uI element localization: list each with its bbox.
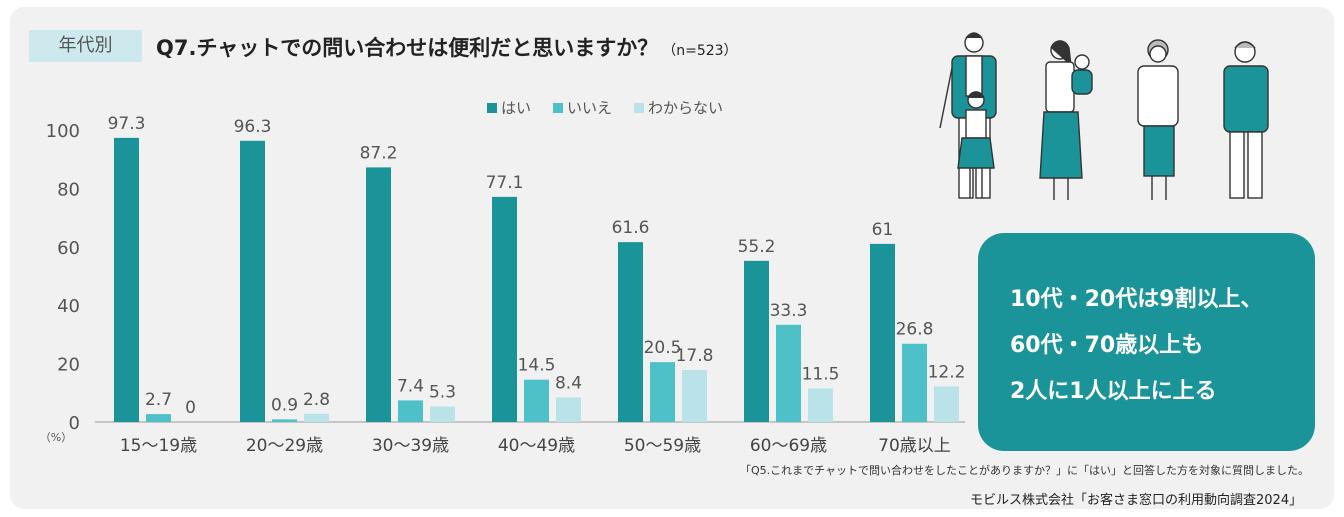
- y-tick-label: 40: [57, 296, 80, 317]
- data-label: 7.4: [397, 376, 424, 396]
- bar-unknown: [556, 397, 581, 422]
- data-label: 97.3: [108, 114, 146, 134]
- bar-no: [902, 344, 927, 422]
- bar-no: [776, 325, 801, 422]
- y-tick-label: 80: [57, 179, 80, 200]
- bar-unknown: [934, 386, 959, 422]
- bar-unknown: [682, 370, 707, 422]
- data-label: 2.8: [303, 390, 330, 410]
- legend-label: わからない: [648, 99, 723, 117]
- grandmother-figure: [1138, 40, 1178, 200]
- legend-swatch: [634, 103, 644, 113]
- x-tick-label: 40～49歳: [498, 436, 575, 456]
- data-label: 0.9: [271, 395, 298, 415]
- data-label: 96.3: [234, 117, 272, 137]
- bar-no: [524, 380, 549, 422]
- legend-label: いいえ: [567, 99, 612, 117]
- data-label: 8.4: [555, 373, 582, 393]
- source-credit: モビルス株式会社「お客さま窓口の利用動向調査2024」: [970, 489, 1302, 508]
- bar-yes: [240, 141, 265, 422]
- data-label: 14.5: [518, 356, 556, 376]
- legend-label: はい: [501, 99, 531, 117]
- footnote: 「Q5.これまでチャットで問い合わせをしたことがありますか？」に「はい」と回答し…: [740, 462, 1309, 478]
- x-tick-label: 15～19歳: [120, 436, 197, 456]
- bar-unknown: [430, 407, 455, 422]
- bar-no: [650, 362, 675, 422]
- x-tick-label: 70歳以上: [878, 436, 951, 456]
- x-tick-label: 60～69歳: [750, 436, 827, 456]
- data-label: 61: [872, 220, 894, 240]
- legend-swatch: [487, 103, 497, 113]
- people-illustration: [932, 28, 1282, 213]
- callout-line-3: 2人に1人以上に上る: [1010, 373, 1217, 405]
- data-label: 12.2: [928, 362, 966, 382]
- bar-no: [398, 400, 423, 422]
- bar-no: [146, 414, 171, 422]
- data-label: 87.2: [360, 143, 398, 163]
- bar-unknown: [808, 388, 833, 422]
- bar-yes: [870, 244, 895, 422]
- legend-swatch: [553, 103, 563, 113]
- bar-yes: [366, 167, 391, 422]
- mother-figure: [1040, 41, 1092, 200]
- data-label: 61.6: [612, 218, 650, 238]
- bar-yes: [744, 261, 769, 422]
- data-label: 77.1: [486, 173, 524, 193]
- x-tick-label: 20～29歳: [246, 436, 323, 456]
- bar-yes: [492, 197, 517, 422]
- y-unit-label: （%）: [40, 431, 72, 444]
- bar-yes: [618, 242, 643, 422]
- y-tick-label: 100: [46, 121, 80, 142]
- callout-line-2: 60代・70歳以上も: [1010, 327, 1203, 359]
- bar-unknown: [304, 414, 329, 422]
- y-tick-label: 20: [57, 355, 80, 376]
- grandfather-figure: [1224, 42, 1268, 198]
- data-label: 26.8: [896, 320, 934, 340]
- data-label: 17.8: [676, 346, 714, 366]
- x-tick-label: 30～39歳: [372, 436, 449, 456]
- data-label: 55.2: [738, 237, 776, 257]
- highlight-callout: 10代・20代は9割以上、 60代・70歳以上も 2人に1人以上に上る: [978, 233, 1315, 451]
- data-label: 5.3: [429, 383, 456, 403]
- data-label: 33.3: [770, 301, 808, 321]
- bar-yes: [114, 138, 139, 422]
- data-label: 2.7: [145, 390, 172, 410]
- data-label: 0: [185, 398, 196, 418]
- bar-no: [272, 419, 297, 422]
- data-label: 11.5: [802, 364, 840, 384]
- y-tick-label: 60: [57, 238, 80, 259]
- callout-line-1: 10代・20代は9割以上、: [1010, 281, 1263, 313]
- x-tick-label: 50～59歳: [624, 436, 701, 456]
